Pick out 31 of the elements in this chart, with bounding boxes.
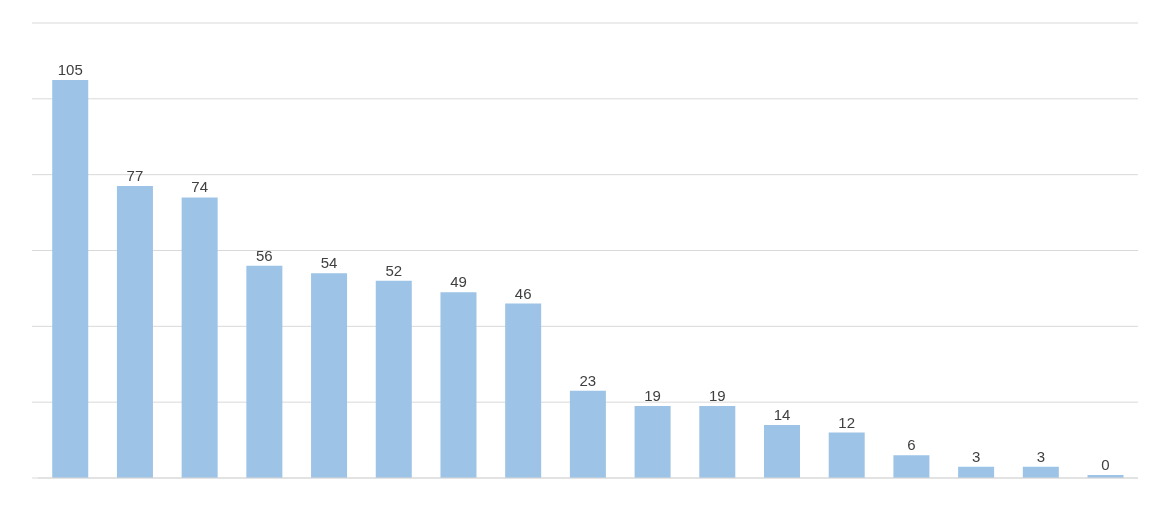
bar	[569, 390, 606, 478]
data-label: 77	[126, 167, 144, 185]
data-label: 6	[907, 436, 916, 454]
data-label: 0	[1101, 456, 1110, 473]
data-label: 56	[256, 246, 273, 264]
bar	[893, 455, 930, 478]
bar	[116, 186, 153, 478]
data-label: 23	[579, 371, 597, 389]
data-label: 3	[1036, 447, 1045, 465]
data-label: 105	[57, 60, 83, 78]
bar	[311, 273, 348, 478]
data-label: 52	[385, 261, 403, 279]
data-label: 74	[191, 178, 208, 196]
bar	[505, 303, 542, 478]
bar	[828, 432, 865, 478]
data-label: 12	[838, 413, 856, 431]
bar	[246, 265, 283, 478]
data-label: 14	[773, 405, 791, 423]
bar	[52, 79, 89, 478]
bar	[634, 405, 671, 478]
bar	[440, 292, 477, 478]
bar	[181, 197, 218, 478]
data-label: 3	[971, 447, 981, 465]
data-label: 19	[644, 386, 661, 404]
data-label: 19	[708, 386, 726, 404]
data-label: 54	[320, 254, 338, 272]
bar	[699, 405, 736, 478]
data-label: 49	[450, 273, 467, 291]
bar	[764, 424, 800, 478]
bar	[375, 280, 412, 478]
data-label: 46	[514, 284, 532, 302]
